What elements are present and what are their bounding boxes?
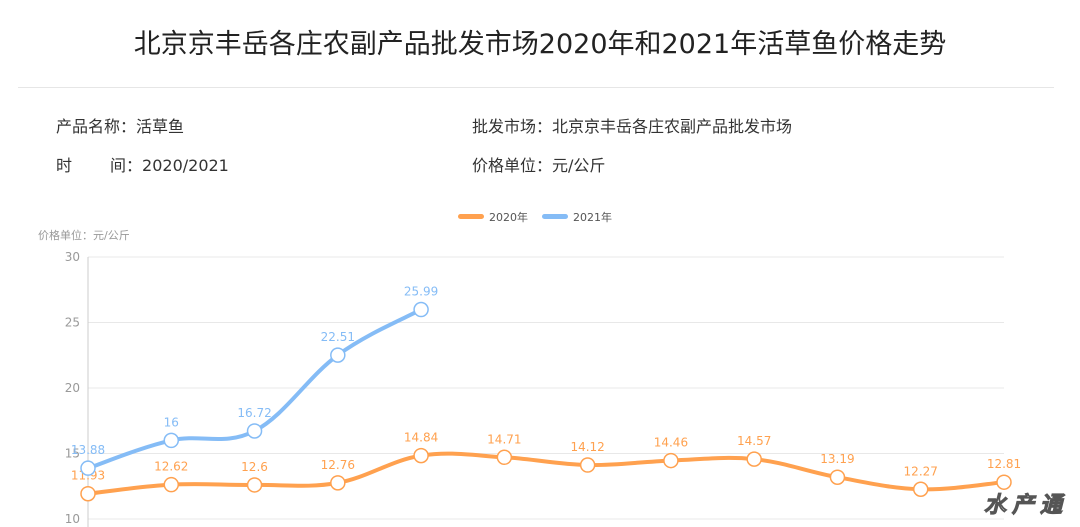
unit-value: 元/公斤 (552, 156, 606, 175)
data-point (663, 452, 679, 469)
data-label: 16 (164, 415, 179, 429)
data-label: 13.19 (820, 452, 854, 466)
y-tick-label: 25 (65, 316, 80, 330)
data-point (829, 469, 846, 485)
legend-label: 2020年 (489, 210, 528, 224)
time-value: 2020/2021 (142, 156, 229, 175)
data-point (163, 476, 180, 493)
data-point (330, 347, 346, 363)
data-point (413, 301, 429, 318)
y-tick-label: 15 (65, 447, 80, 461)
market-value: 北京京丰岳各庄农副产品批发市场 (552, 117, 793, 136)
watermark-logo: 水产通 (983, 492, 1068, 519)
market-label: 批发市场： (472, 117, 553, 136)
y-tick-label: 20 (65, 381, 80, 395)
time-label-a: 时 (56, 156, 73, 175)
data-label: 22.51 (321, 330, 355, 344)
series-line (86, 307, 424, 471)
data-point (330, 475, 346, 491)
time-label-b: 间： (110, 156, 143, 175)
data-label: 14.12 (570, 440, 604, 454)
data-label: 12.27 (904, 464, 938, 478)
data-point (163, 432, 180, 449)
product-label: 产品名称： (56, 117, 137, 136)
data-label: 14.57 (737, 434, 771, 448)
legend-label: 2021年 (573, 210, 612, 224)
data-label: 25.99 (404, 285, 438, 299)
title-divider (18, 87, 1054, 88)
time-info: 时 间：2020/2021 (56, 152, 229, 176)
unit-info: 价格单位：元/公斤 (472, 152, 605, 176)
data-point (413, 447, 429, 464)
data-label: 13.88 (71, 443, 105, 457)
data-point (80, 460, 96, 476)
y-tick-label: 30 (65, 250, 80, 264)
y-tick-label: 10 (65, 512, 80, 526)
unit-label: 价格单位： (472, 156, 553, 175)
y-axis-label: 价格单位：元/公斤 (38, 228, 130, 242)
data-label: 14.71 (487, 432, 521, 446)
product-info: 产品名称：活草鱼 (56, 113, 184, 137)
price-line-chart: 价格单位：元/公斤10152025302020年2021年11.9312.621… (38, 210, 1021, 527)
series-line (86, 451, 1006, 496)
data-point (80, 485, 96, 502)
data-point (746, 451, 762, 467)
data-label: 12.62 (154, 460, 188, 474)
data-point (912, 481, 929, 498)
data-point (246, 477, 263, 493)
data-label: 12.6 (241, 460, 268, 474)
data-point (496, 449, 513, 466)
data-point (996, 474, 1012, 490)
page-title: 北京京丰岳各庄农副产品批发市场2020年和2021年活草鱼价格走势 (133, 29, 947, 60)
data-label: 12.81 (987, 457, 1021, 471)
legend-swatch (542, 214, 568, 219)
data-label: 14.46 (654, 436, 688, 450)
data-label: 14.84 (404, 431, 438, 445)
data-label: 12.76 (321, 458, 355, 472)
data-point (579, 457, 596, 473)
market-info: 批发市场：北京京丰岳各庄农副产品批发市场 (472, 113, 792, 137)
data-point (246, 423, 263, 439)
data-label: 16.72 (237, 406, 271, 420)
product-value: 活草鱼 (136, 117, 185, 136)
legend-swatch (458, 214, 484, 219)
